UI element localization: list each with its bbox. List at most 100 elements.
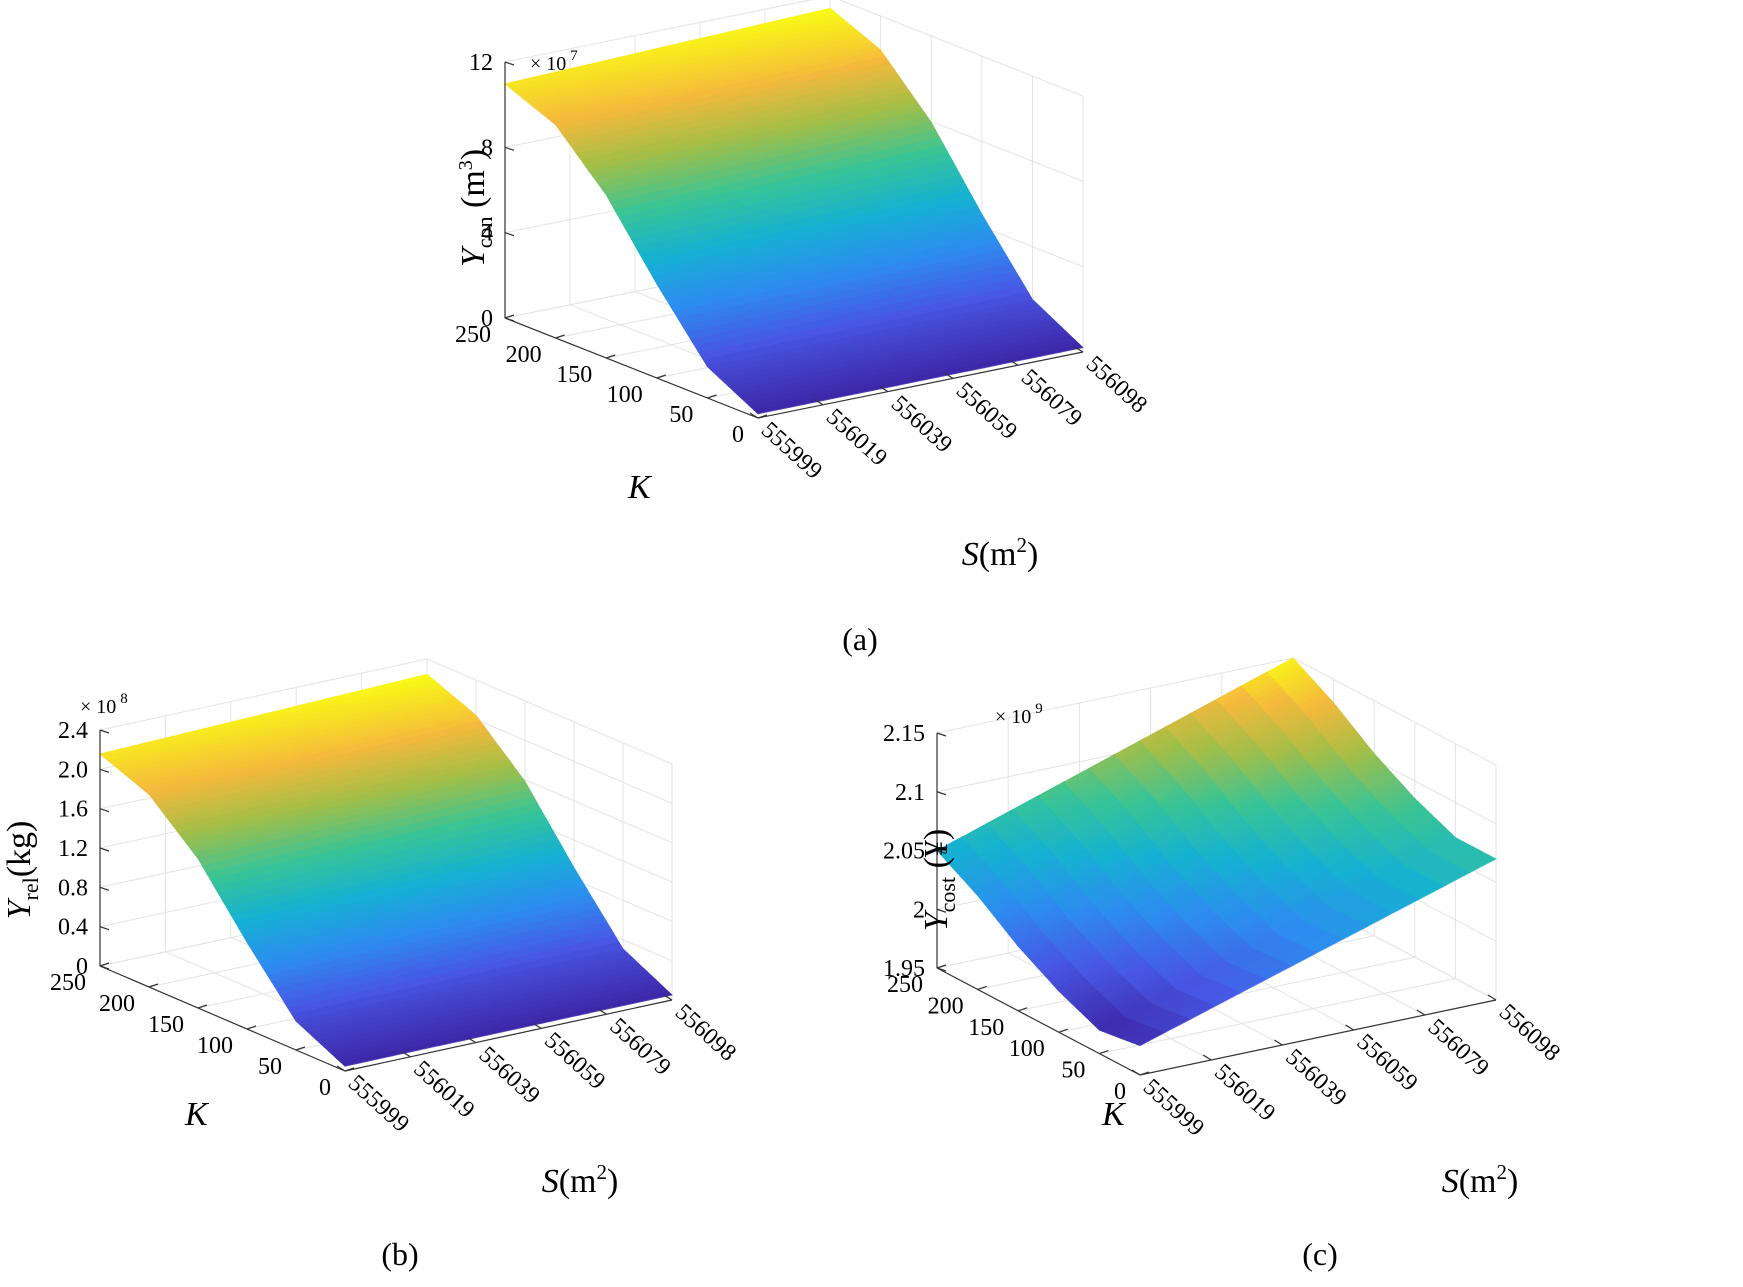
x-tick-label: 556079 xyxy=(1016,364,1087,431)
z-tick-label: 2.0 xyxy=(58,757,88,783)
chart-panel-c: 555999 556019 556039 556059 556079 556098 0 50 1… xyxy=(883,657,1565,1272)
x-tick-mark xyxy=(879,386,889,393)
z-label-var: Y xyxy=(455,245,492,267)
y-tick-label: 0 xyxy=(1114,1079,1126,1105)
x-tick-label: 556019 xyxy=(408,1056,479,1123)
surface-c xyxy=(936,657,1497,1047)
axes-c xyxy=(936,732,1497,1076)
z-tick-mark xyxy=(936,908,947,913)
z-multiplier: × 10 7 xyxy=(530,48,578,75)
x-label-close: ) xyxy=(1027,536,1038,573)
y-tick-label: 200 xyxy=(99,991,135,1017)
z-axis-label: Yrel(kg) xyxy=(1,821,43,920)
z-tick-mark xyxy=(99,965,110,970)
z-tick-mark xyxy=(504,61,515,66)
x-tick-label: 556098 xyxy=(1494,999,1565,1066)
z-label-close: ) xyxy=(455,149,492,160)
z-tick-label: 12 xyxy=(469,50,493,76)
z-multiplier-exp: 7 xyxy=(570,48,578,64)
surface-patch xyxy=(643,990,673,1001)
y-tick-label: 250 xyxy=(50,970,86,996)
z-tick-label: 2.4 xyxy=(58,718,88,744)
x-tick-mark xyxy=(944,372,954,379)
x-tick-mark xyxy=(1131,1069,1141,1076)
x-tick-mark xyxy=(1345,1024,1354,1031)
y-tick-mark xyxy=(555,334,565,339)
z-label-sup: 3 xyxy=(455,160,477,170)
y-tick-label: 0 xyxy=(319,1075,331,1101)
y-tick-mark xyxy=(99,962,110,967)
x-tick-mark xyxy=(1487,994,1497,1001)
x-tick-label: 555999 xyxy=(1138,1074,1209,1141)
z-multiplier-base: × 10 xyxy=(995,706,1031,728)
y-tick-mark xyxy=(197,1004,208,1009)
x-label-var: S xyxy=(962,536,979,573)
surface-patch xyxy=(1054,343,1084,353)
x-tick-label: 555999 xyxy=(343,1070,414,1137)
x-tick-mark xyxy=(598,1008,607,1015)
y-tick-label: 0 xyxy=(732,422,744,448)
z-tick-mark xyxy=(99,808,110,813)
z-tick-label: 2.1 xyxy=(895,780,925,806)
y-tick-label: 150 xyxy=(968,1015,1004,1041)
panel-caption: (a) xyxy=(842,621,878,657)
y-tick-mark xyxy=(977,985,987,990)
x-tick-label: 556098 xyxy=(670,999,741,1066)
z-tick-label: 1.95 xyxy=(883,956,925,982)
x-tick-label: 556039 xyxy=(886,391,957,458)
y-tick-mark xyxy=(1099,1050,1109,1055)
z-tick-mark xyxy=(936,967,947,972)
y-tick-label: 100 xyxy=(1009,1036,1045,1062)
x-tick-mark xyxy=(336,1065,346,1072)
y-tick-mark xyxy=(1058,1028,1068,1033)
y-tick-mark xyxy=(504,314,515,319)
x-tick-label: 556039 xyxy=(1280,1044,1351,1111)
x-tick-label: 556079 xyxy=(605,1013,676,1080)
z-tick-label: 0 xyxy=(481,306,493,332)
z-label-sub: cost xyxy=(935,877,960,912)
y-tick-label: 250 xyxy=(887,972,923,998)
y-tick-mark xyxy=(295,1046,306,1051)
z-label-sub: con xyxy=(472,216,497,248)
x-tick-mark xyxy=(663,994,673,1001)
z-label-sub: rel xyxy=(18,877,43,900)
y-tick-mark xyxy=(707,394,717,399)
z-multiplier-exp: 8 xyxy=(120,691,128,707)
axes-b xyxy=(99,729,673,1072)
y-axis-line xyxy=(99,965,346,1072)
z-tick-label: 4 xyxy=(481,221,493,247)
y-tick-label: 150 xyxy=(148,1012,184,1038)
z-multiplier: × 10 9 xyxy=(995,701,1043,728)
z-tick-mark xyxy=(99,847,110,852)
y-axis-label: K xyxy=(627,469,653,506)
z-tick-mark xyxy=(936,732,947,737)
z-label-var: Y xyxy=(918,909,955,931)
y-axis-line xyxy=(504,317,759,419)
x-tick-label: 555999 xyxy=(756,417,827,484)
x-axis-line xyxy=(344,999,673,1072)
surface-a xyxy=(504,7,1084,415)
y-tick-mark xyxy=(246,1025,257,1030)
x-axis-label: S(m2) xyxy=(1442,1160,1519,1200)
mesh-line xyxy=(1139,858,1497,1046)
z-tick-label: 2 xyxy=(913,897,925,923)
y-tick-mark xyxy=(148,983,159,988)
z-label-var: Y xyxy=(1,897,38,919)
grid-line xyxy=(99,658,673,765)
y-tick-mark xyxy=(606,354,616,359)
y-tick-label: 200 xyxy=(928,993,964,1019)
z-tick-label: 0 xyxy=(76,954,88,980)
axes-a xyxy=(504,61,1084,419)
x-label-var: S xyxy=(542,1163,559,1200)
x-tick-label: 556059 xyxy=(539,1028,610,1095)
panel-caption: (c) xyxy=(1302,1236,1338,1272)
z-tick-label: 1.6 xyxy=(58,797,88,823)
z-tick-mark xyxy=(99,729,110,734)
z-tick-mark xyxy=(936,791,947,796)
z-tick-mark xyxy=(504,232,515,237)
z-tick-mark xyxy=(99,926,110,931)
mesh-line xyxy=(344,994,673,1067)
y-tick-label: 250 xyxy=(455,322,491,348)
grid-line xyxy=(1099,978,1456,1055)
z-label-unit: (¥) xyxy=(918,829,955,877)
